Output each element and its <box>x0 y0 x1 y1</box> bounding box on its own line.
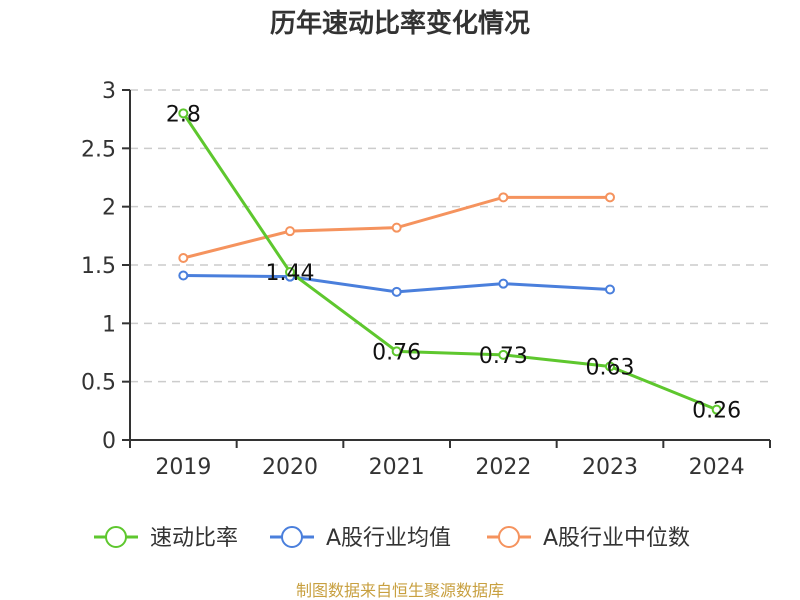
series-line <box>182 112 718 412</box>
data-point[interactable] <box>391 346 402 357</box>
series-lines <box>178 108 722 415</box>
data-label: 0.76 <box>372 340 421 365</box>
data-point[interactable] <box>605 284 615 295</box>
x-tick-label: 2020 <box>262 455 318 480</box>
legend-item[interactable]: A股行业均值 <box>270 526 451 551</box>
data-point[interactable] <box>498 349 509 360</box>
data-point[interactable] <box>178 108 189 119</box>
data-point[interactable] <box>605 361 615 372</box>
data-point[interactable] <box>178 253 189 263</box>
y-tick-label: 2 <box>102 196 116 221</box>
data-point[interactable] <box>391 286 402 297</box>
y-tick-label: 0 <box>102 429 116 454</box>
axes: 0 0.5 1 1.5 2 2.5 3 2019 2020 2021 2022 2023 2024 <box>81 79 771 480</box>
x-tick-label: 2022 <box>475 455 531 480</box>
x-tick-label: 2023 <box>582 455 638 480</box>
data-label: 0.26 <box>692 399 741 424</box>
legend-label: A股行业均值 <box>326 526 451 551</box>
data-point[interactable] <box>285 226 295 237</box>
chart-title: 历年速动比率变化情况 <box>270 8 530 39</box>
footer-source: 制图数据来自恒生聚源数据库 <box>296 581 504 600</box>
legend-marker <box>281 526 303 548</box>
grid-lines <box>130 89 770 383</box>
x-tick-label: 2021 <box>369 455 425 480</box>
legend-marker <box>105 526 127 548</box>
legend[interactable]: 速动比率 A股行业均值 A股行业中位数 <box>94 526 690 551</box>
data-point[interactable] <box>498 278 509 289</box>
data-labels: 2.8 1.44 0.76 0.73 0.63 0.26 <box>166 102 741 423</box>
data-point[interactable] <box>605 192 615 203</box>
y-tick-label: 1 <box>102 312 116 337</box>
legend-item[interactable]: 速动比率 <box>94 526 238 551</box>
legend-label: 速动比率 <box>150 526 238 551</box>
y-tick-label: 1.5 <box>81 254 116 279</box>
data-point[interactable] <box>178 270 189 281</box>
data-label: 0.63 <box>586 356 635 381</box>
x-tick-label: 2024 <box>689 455 745 480</box>
legend-label: A股行业中位数 <box>543 526 690 551</box>
data-label: 1.44 <box>266 261 315 286</box>
data-point[interactable] <box>711 404 722 415</box>
y-tick-label: 0.5 <box>81 371 116 396</box>
data-label: 0.73 <box>479 344 528 369</box>
data-label: 2.8 <box>166 102 201 127</box>
y-tick-label: 3 <box>102 79 116 104</box>
legend-item[interactable]: A股行业中位数 <box>487 526 690 551</box>
data-point[interactable] <box>391 222 402 233</box>
x-tick-label: 2019 <box>155 455 211 480</box>
legend-marker <box>498 526 520 548</box>
data-point[interactable] <box>285 267 295 277</box>
data-point[interactable] <box>498 192 509 203</box>
y-tick-label: 2.5 <box>81 137 116 162</box>
